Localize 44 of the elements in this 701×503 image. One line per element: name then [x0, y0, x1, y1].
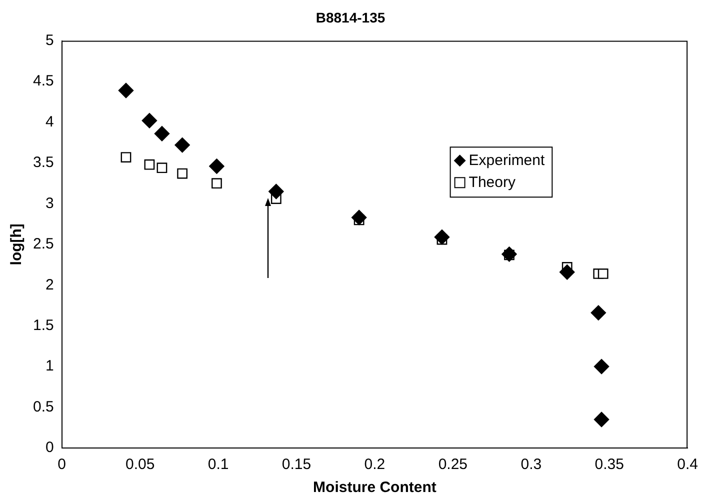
x-tick-label: 0.1 — [208, 456, 229, 474]
y-tick-label: 3 — [46, 194, 54, 212]
x-tick-label: 0.15 — [282, 456, 312, 474]
point — [598, 268, 608, 279]
y-tick-label: 2.5 — [32, 236, 54, 253]
x-axis-title: Moisture Content — [313, 479, 436, 496]
x-tick-label: 0.3 — [520, 456, 542, 474]
y-tick-label: 3.5 — [32, 154, 54, 172]
y-tick-label: 1 — [46, 358, 54, 375]
point — [594, 358, 610, 374]
y-tick-label: 4.5 — [32, 72, 54, 90]
x-tick-label: 0.35 — [594, 456, 624, 474]
y-tick-label: 4 — [46, 113, 54, 130]
point — [118, 82, 134, 98]
point — [502, 246, 517, 262]
point — [212, 178, 222, 189]
y-tick-label: 2 — [46, 276, 54, 294]
y-tick-label: 5 — [46, 32, 54, 49]
y-axis-title: log[h] — [8, 224, 26, 266]
point — [209, 158, 224, 174]
point — [144, 159, 155, 170]
point — [142, 113, 158, 128]
x-tick-label: 0.25 — [438, 456, 468, 474]
point — [120, 152, 132, 162]
chart-title: B8814-135 — [316, 9, 386, 26]
point — [351, 210, 367, 226]
point — [560, 264, 575, 280]
legend-label: Experiment — [468, 152, 546, 169]
point — [177, 168, 188, 179]
x-tick-label: 0 — [58, 456, 66, 474]
y-tick-label: 1.5 — [32, 316, 54, 334]
y-tick-label: 0 — [46, 439, 54, 456]
point — [154, 126, 170, 142]
x-tick-label: 0.2 — [364, 456, 386, 474]
x-tick-label: 0.05 — [125, 456, 155, 474]
point — [268, 184, 284, 200]
point — [594, 412, 610, 428]
point — [434, 229, 450, 245]
legend-label: Theory — [468, 174, 516, 191]
y-tick-label: 0.5 — [32, 398, 54, 416]
point — [156, 162, 168, 174]
point — [590, 305, 606, 320]
x-tick-label: 0.4 — [677, 456, 698, 474]
point — [174, 137, 190, 153]
